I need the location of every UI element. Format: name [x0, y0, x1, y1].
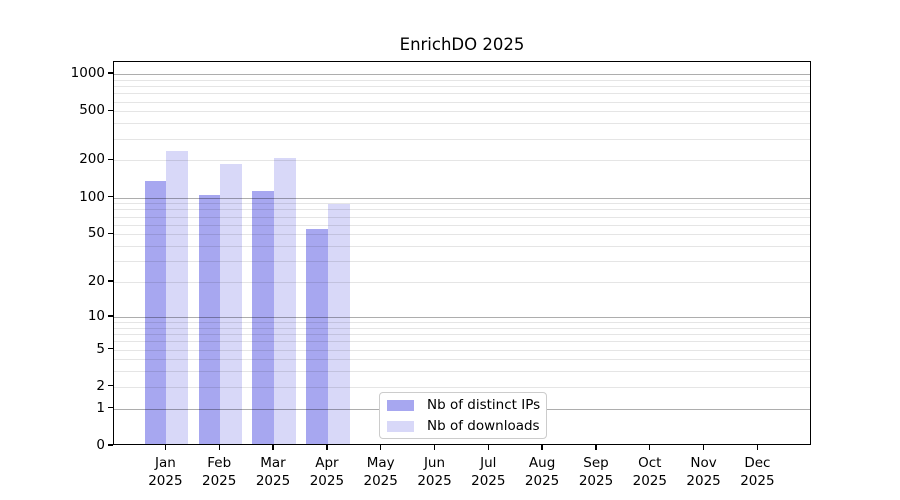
gridline-minor-40: [114, 246, 810, 247]
ytick-mark-50: [108, 232, 113, 234]
gridline-minor-400: [114, 123, 810, 125]
ytick-label-5: 5: [96, 340, 105, 357]
legend-item-downloads: Nb of downloads: [380, 417, 546, 435]
legend-item-distinct-ips: Nb of distinct IPs: [380, 396, 546, 414]
bar-downloads-mar: [274, 158, 296, 444]
xtick-label-jul: Jul 2025: [471, 455, 506, 489]
ytick-label-1: 1: [96, 399, 105, 416]
gridline-minor-800: [114, 86, 810, 87]
gridline-minor-60: [114, 224, 810, 226]
xtick-mark-jan: [164, 445, 167, 450]
gridline-minor-2: [114, 386, 810, 388]
legend-swatch-distinct-ips: [387, 399, 414, 411]
xtick-label-oct: Oct 2025: [632, 455, 667, 489]
ytick-label-1000: 1000: [70, 65, 105, 81]
gridline-minor-900: [114, 79, 810, 81]
legend-label-downloads: Nb of downloads: [427, 418, 540, 434]
xtick-label-sep: Sep 2025: [578, 455, 614, 489]
ytick-mark-0: [108, 444, 113, 446]
gridline-minor-8: [114, 327, 810, 329]
ytick-mark-20: [108, 280, 113, 282]
ytick-mark-100: [108, 195, 113, 198]
ytick-label-10: 10: [87, 307, 105, 324]
gridline-major-10: [114, 316, 810, 318]
bar-ips-mar: [252, 191, 274, 444]
gridline-minor-600: [114, 101, 810, 103]
gridline-minor-300: [114, 138, 810, 140]
gridline-minor-80: [114, 209, 810, 211]
ytick-label-0: 0: [96, 437, 105, 453]
xtick-label-jun: Jun 2025: [417, 455, 452, 489]
ytick-mark-1000: [108, 72, 113, 74]
chart-title: EnrichDO 2025: [399, 35, 525, 54]
xtick-mark-oct: [649, 445, 651, 450]
bar-ips-apr: [306, 229, 328, 444]
ytick-mark-10: [108, 315, 113, 317]
bar-downloads-jan: [166, 150, 189, 444]
xtick-mark-sep: [595, 445, 597, 450]
xtick-label-nov: Nov 2025: [686, 455, 721, 489]
ytick-mark-500: [108, 109, 113, 111]
ytick-label-500: 500: [79, 102, 105, 119]
xtick-mark-jun: [433, 445, 436, 450]
xtick-label-may: May 2025: [363, 455, 398, 489]
gridline-minor-9: [114, 322, 810, 323]
gridline-minor-90: [114, 203, 810, 205]
ytick-mark-5: [108, 347, 113, 350]
xtick-mark-may: [380, 445, 382, 450]
gridline-minor-7: [114, 334, 810, 335]
gridline-minor-3: [114, 371, 810, 373]
gridline-minor-6: [114, 341, 810, 343]
xtick-label-apr: Apr 2025: [309, 455, 345, 489]
bar-downloads-feb: [220, 164, 242, 444]
gridline-minor-700: [114, 93, 810, 95]
gridline-minor-4: [114, 359, 810, 361]
ytick-mark-1: [108, 407, 113, 409]
xtick-label-jan: Jan 2025: [148, 455, 183, 489]
gridline-minor-50: [114, 234, 810, 236]
gridline-minor-500: [114, 111, 810, 113]
gridline-minor-200: [114, 160, 810, 162]
bar-downloads-apr: [327, 204, 350, 444]
xtick-label-feb: Feb 2025: [202, 455, 237, 489]
ytick-mark-2: [108, 385, 113, 387]
gridline-minor-70: [114, 216, 810, 218]
xtick-label-dec: Dec 2025: [740, 455, 775, 489]
gridline-minor-5: [114, 349, 810, 351]
legend-label-distinct-ips: Nb of distinct IPs: [427, 397, 541, 413]
legend: Nb of distinct IPs Nb of downloads: [379, 392, 547, 439]
ytick-label-200: 200: [79, 151, 105, 168]
ytick-label-20: 20: [87, 273, 105, 290]
bar-ips-jan: [144, 180, 167, 444]
xtick-mark-mar: [272, 445, 274, 450]
gridline-minor-30: [114, 261, 810, 263]
plot-area: [113, 61, 811, 445]
ytick-label-50: 50: [87, 225, 105, 242]
bar-ips-feb: [198, 195, 221, 444]
xtick-mark-dec: [756, 445, 759, 450]
xtick-label-aug: Aug 2025: [524, 455, 560, 489]
xtick-label-mar: Mar 2025: [255, 455, 291, 489]
xtick-mark-aug: [541, 445, 543, 450]
gridline-major-100: [114, 197, 810, 199]
ytick-label-100: 100: [79, 188, 105, 205]
xtick-mark-apr: [326, 445, 328, 450]
gridline-major-1000: [114, 74, 810, 75]
ytick-label-2: 2: [96, 377, 105, 394]
xtick-mark-feb: [218, 445, 220, 450]
ytick-mark-200: [108, 158, 113, 161]
xtick-mark-nov: [702, 445, 705, 450]
gridline-minor-20: [114, 282, 810, 284]
legend-swatch-downloads: [387, 420, 414, 432]
xtick-mark-jul: [487, 445, 489, 450]
